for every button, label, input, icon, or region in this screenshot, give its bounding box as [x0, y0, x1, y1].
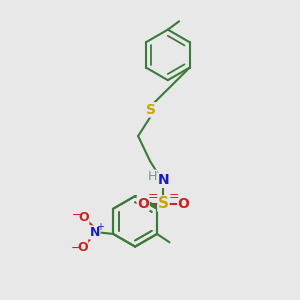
- Text: =: =: [169, 190, 179, 203]
- Text: S: S: [146, 103, 157, 117]
- Text: O: O: [178, 196, 190, 211]
- Text: H: H: [147, 170, 157, 183]
- Text: O: O: [78, 211, 89, 224]
- Text: O: O: [137, 196, 149, 211]
- Text: N: N: [158, 173, 169, 187]
- Text: −: −: [72, 209, 82, 222]
- Text: −: −: [70, 242, 81, 255]
- Text: =: =: [148, 190, 158, 203]
- Text: +: +: [96, 221, 104, 232]
- Text: S: S: [158, 196, 169, 211]
- Text: N: N: [90, 226, 100, 239]
- Text: O: O: [77, 241, 88, 254]
